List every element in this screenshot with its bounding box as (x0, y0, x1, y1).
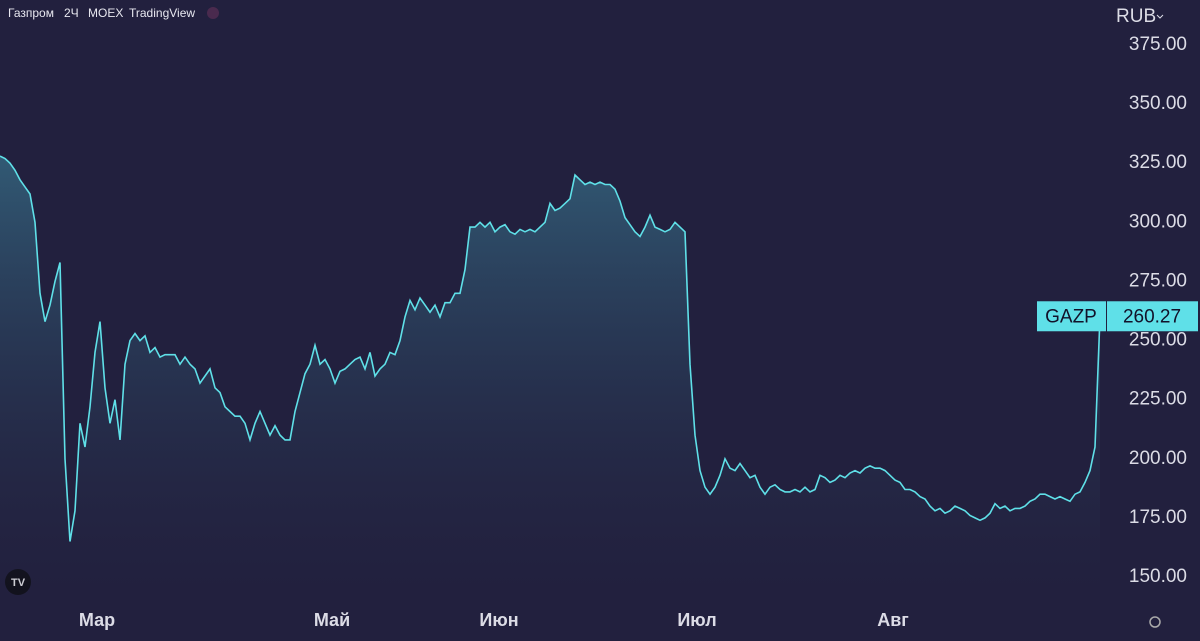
x-tick-label: Июн (479, 610, 518, 630)
tag-name: GAZP (1045, 306, 1097, 327)
interval: 2Ч (64, 6, 79, 20)
area-fill (0, 156, 1100, 600)
x-tick-label: Авг (877, 610, 909, 630)
y-tick-label: 225.00 (1129, 389, 1187, 410)
y-tick-label: 175.00 (1129, 507, 1187, 528)
tag-name-box (1037, 301, 1106, 332)
y-tick-label: 250.00 (1129, 330, 1187, 351)
last-price: 260.27 (1123, 306, 1181, 327)
x-tick-label: Мар (79, 610, 115, 630)
price-line (0, 155, 1101, 542)
tag-value-box (1107, 301, 1198, 332)
currency[interactable]: RUB (1116, 6, 1156, 27)
settings-icon[interactable] (1149, 616, 1161, 628)
symbol: Газпром (8, 6, 54, 20)
y-tick-label: 300.00 (1129, 211, 1187, 232)
source: TradingView (129, 6, 195, 20)
y-tick-label: 350.00 (1129, 93, 1187, 114)
y-tick-label: 275.00 (1129, 270, 1187, 291)
x-tick-label: Июл (677, 610, 716, 630)
status-icon[interactable] (207, 7, 219, 19)
y-tick-label: 375.00 (1129, 34, 1187, 55)
x-tick-label: Май (314, 610, 350, 630)
currency-arrow (1156, 14, 1164, 19)
y-tick-label: 200.00 (1129, 448, 1187, 469)
price-tag: GAZP 260.27 (1037, 301, 1198, 332)
exchange: MOEX (88, 6, 123, 20)
y-tick-label: 150.00 (1129, 566, 1187, 587)
y-tick-label: 325.00 (1129, 152, 1187, 173)
